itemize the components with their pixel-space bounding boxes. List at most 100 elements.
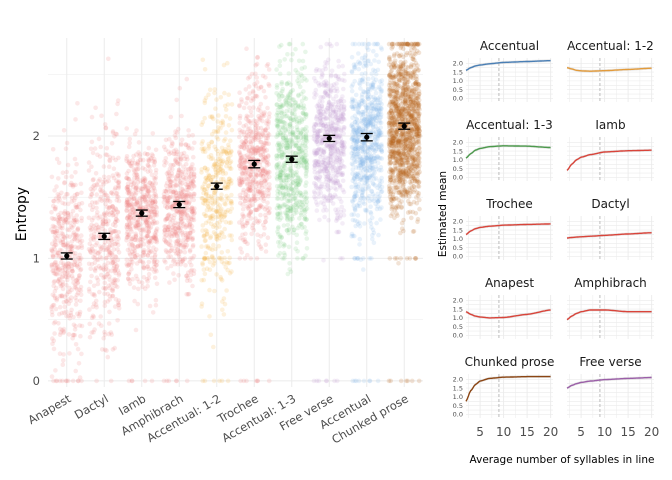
data-point xyxy=(64,169,69,175)
data-point xyxy=(212,200,218,205)
data-point xyxy=(49,309,55,315)
data-point xyxy=(246,206,251,212)
data-point xyxy=(70,336,75,341)
data-point xyxy=(113,261,118,267)
data-point xyxy=(314,185,319,191)
data-point xyxy=(73,117,78,122)
data-point xyxy=(356,109,361,115)
data-point xyxy=(72,236,77,242)
data-point xyxy=(220,299,225,304)
data-point xyxy=(107,252,113,258)
data-point xyxy=(60,328,65,333)
data-point xyxy=(275,123,281,129)
data-point xyxy=(136,243,141,249)
data-point xyxy=(138,258,143,264)
data-point xyxy=(279,104,284,109)
data-point xyxy=(128,208,134,213)
data-point xyxy=(333,168,339,173)
data-point xyxy=(152,233,158,238)
data-point xyxy=(152,254,158,259)
data-point xyxy=(274,112,280,118)
data-point xyxy=(164,249,169,255)
data-point xyxy=(99,198,104,204)
data-point xyxy=(59,190,64,196)
data-point xyxy=(299,149,305,154)
data-point xyxy=(342,78,347,83)
data-point xyxy=(222,226,227,232)
data-point xyxy=(90,235,96,241)
data-point xyxy=(94,222,99,228)
data-point xyxy=(146,244,151,249)
data-point xyxy=(163,183,169,189)
data-point xyxy=(191,171,197,176)
data-point xyxy=(226,176,232,182)
data-point xyxy=(209,253,215,259)
data-point xyxy=(167,280,172,285)
data-point xyxy=(219,217,225,223)
data-point xyxy=(101,181,106,187)
data-point xyxy=(135,176,140,182)
data-point xyxy=(326,171,332,176)
data-point xyxy=(140,194,145,199)
data-point xyxy=(112,241,117,247)
data-point xyxy=(77,261,83,267)
data-point xyxy=(73,342,79,347)
data-point xyxy=(277,59,283,64)
data-point xyxy=(126,168,131,174)
data-point xyxy=(55,265,60,270)
data-point xyxy=(360,146,366,152)
data-point xyxy=(50,252,56,258)
data-point xyxy=(64,292,70,297)
data-point xyxy=(253,179,258,185)
data-point xyxy=(93,242,99,248)
data-point xyxy=(113,185,118,190)
data-point xyxy=(323,161,328,166)
data-point xyxy=(187,259,192,265)
data-point xyxy=(379,189,385,194)
data-point xyxy=(91,292,97,297)
data-point xyxy=(110,280,116,286)
data-point xyxy=(219,259,225,265)
data-point xyxy=(256,147,262,152)
data-point xyxy=(255,107,261,113)
data-point xyxy=(60,282,66,287)
data-point xyxy=(220,176,226,182)
data-point xyxy=(150,131,156,136)
data-point xyxy=(129,197,134,203)
data-point xyxy=(61,234,67,240)
data-point xyxy=(53,242,59,248)
data-point xyxy=(281,223,287,228)
data-point xyxy=(49,263,54,268)
data-point xyxy=(239,180,245,185)
data-point xyxy=(95,257,101,263)
data-point xyxy=(89,207,95,213)
data-point xyxy=(75,279,81,285)
data-point xyxy=(200,139,205,144)
data-point xyxy=(281,244,286,249)
data-point xyxy=(127,246,133,252)
data-point xyxy=(287,267,293,272)
data-point xyxy=(70,332,76,338)
data-point xyxy=(127,214,133,220)
data-point xyxy=(60,279,66,285)
data-point xyxy=(136,286,141,292)
data-point xyxy=(261,146,266,152)
data-point xyxy=(329,150,334,156)
data-point xyxy=(110,286,116,291)
data-point xyxy=(103,286,108,291)
data-point xyxy=(147,180,153,185)
data-point xyxy=(90,188,95,194)
data-point xyxy=(349,54,355,60)
data-point xyxy=(355,147,361,152)
data-point xyxy=(88,266,93,272)
data-point xyxy=(68,244,74,249)
data-point xyxy=(203,238,208,243)
data-point xyxy=(261,232,267,237)
data-point xyxy=(53,265,59,271)
data-point xyxy=(280,152,286,158)
data-point xyxy=(294,240,300,245)
data-point xyxy=(249,113,254,118)
data-point xyxy=(191,154,196,160)
data-point xyxy=(113,266,118,272)
data-point xyxy=(214,272,219,277)
